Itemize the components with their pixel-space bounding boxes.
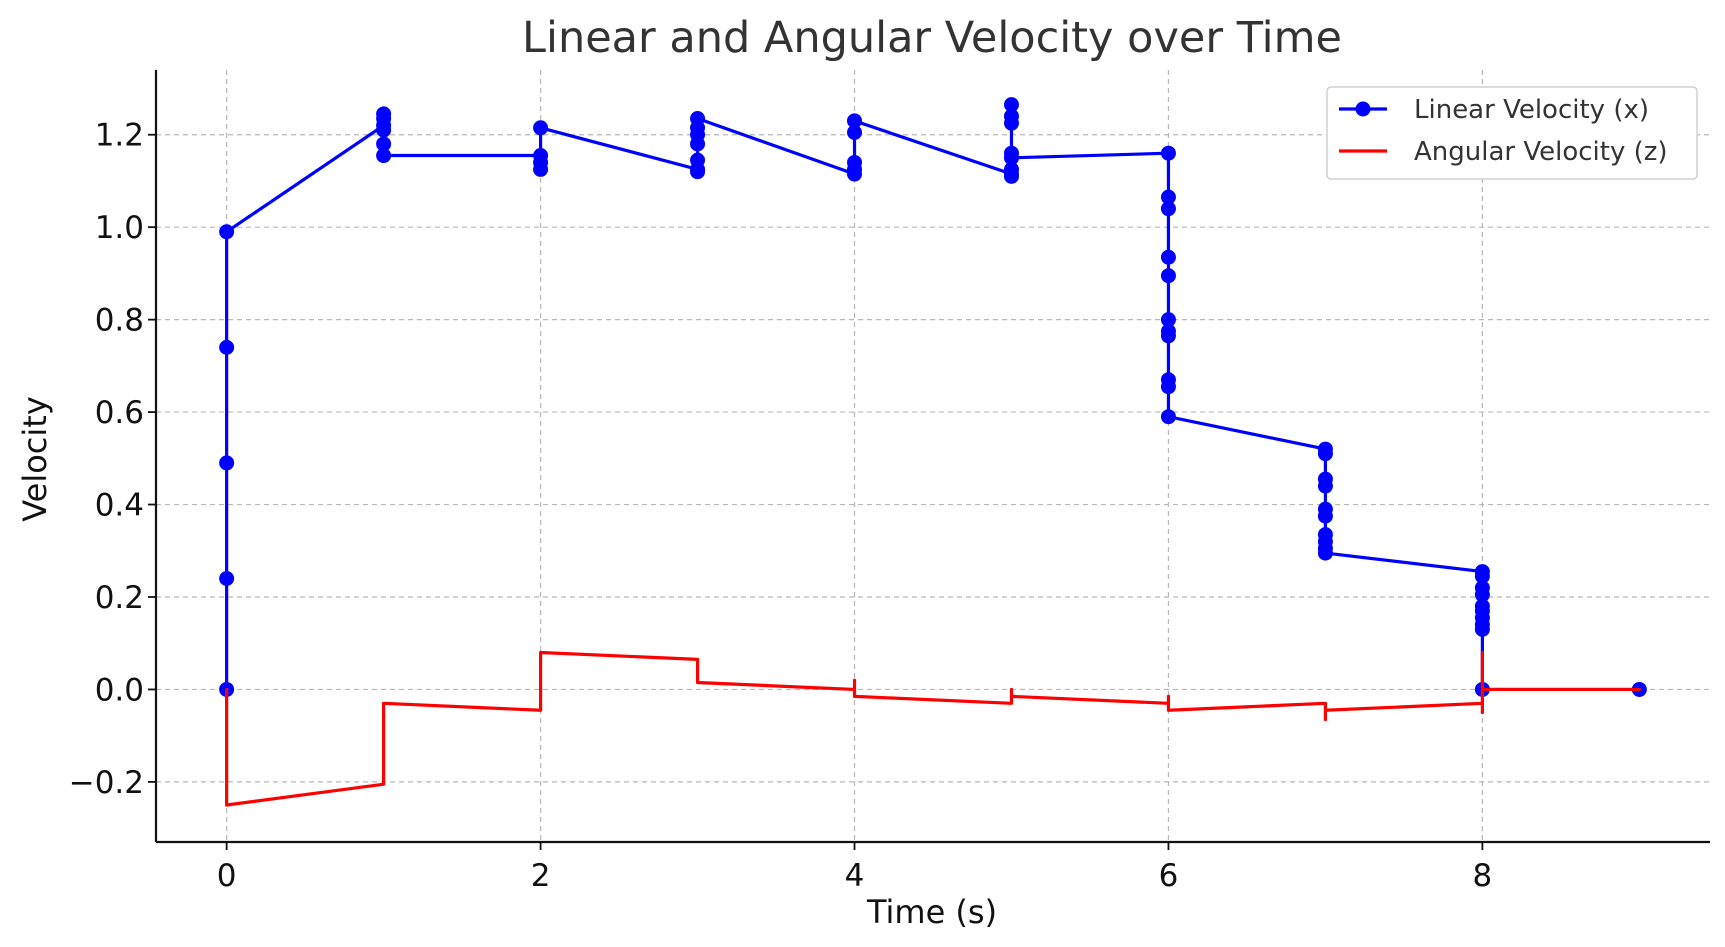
series-line-1 [225,650,1641,807]
series-0-point-2 [219,455,235,471]
series-0-point-24 [847,154,863,170]
series-0-point-59 [1474,587,1490,603]
legend-label-1: Angular Velocity (z) [1414,137,1668,167]
series-0-point-1 [219,571,235,586]
legend-swatch-marker-0 [1355,101,1371,117]
y-axis-label: Velocity [16,396,54,522]
series-0-point-45 [1160,409,1176,425]
series-0-point-51 [1317,508,1333,524]
y-tick-label-4: 0.6 [95,395,144,431]
series-0-point-57 [1474,568,1490,584]
series-0-point-17 [690,152,706,168]
x-tick-label-1: 2 [531,858,551,894]
series-0-point-7 [376,111,392,127]
y-tick-label-5: 0.8 [95,303,144,339]
series-0-point-38 [1160,249,1176,265]
chart-title: Linear and Angular Velocity over Time [522,13,1342,63]
series-0-point-14 [533,120,549,136]
x-tick-label-0: 0 [217,858,237,894]
series-0-point-4 [219,224,235,240]
series-0-point-42 [1160,328,1176,344]
series-0-point-36 [1160,189,1176,205]
y-tick-label-3: 0.4 [95,488,144,524]
legend: Linear Velocity (x) Angular Velocity (z) [1326,86,1698,180]
legend-box [1326,86,1698,180]
series-0-point-44 [1160,379,1176,395]
series-0-point-16 [690,164,706,180]
series-0-point-10 [376,148,392,164]
tick-labels: 0 2 4 6 8 −0.2 0.0 0.2 0.4 0.6 0.8 1.0 1.2 [69,118,1493,894]
y-tick-label-2: 0.2 [95,580,144,616]
y-tick-label-6: 1.0 [95,210,144,246]
series-0-point-26 [847,113,863,129]
series-layer [219,97,1647,807]
series-0-point-21 [690,111,706,127]
series-0-point-35 [1160,145,1176,161]
series-0-point-47 [1317,446,1333,462]
x-axis-label: Time (s) [866,893,997,931]
series-0-point-8 [376,122,392,138]
series-0-point-39 [1160,268,1176,284]
series-0-point-29 [1003,161,1019,177]
y-tick-label-7: 1.2 [95,118,144,154]
series-0-point-13 [533,161,549,177]
series-0-point-55 [1317,545,1333,561]
legend-label-0: Linear Velocity (x) [1414,95,1649,125]
series-0-point-3 [219,339,235,355]
series-0-point-33 [1003,97,1019,113]
series-0-point-49 [1317,478,1333,494]
series-0-point-25 [847,124,863,140]
series-0-point-34 [1003,150,1019,166]
x-tick-label-4: 8 [1473,858,1493,894]
y-tick-label-1: 0.0 [95,672,144,708]
series-0-point-37 [1160,201,1176,217]
series-0-point-64 [1474,621,1490,637]
series-0-point-32 [1003,108,1019,124]
series-0-point-9 [376,136,392,152]
series-0-point-40 [1160,312,1176,328]
axes-layer [148,70,1710,850]
y-tick-label-0: −0.2 [69,765,144,801]
x-tick-label-3: 6 [1159,858,1179,894]
x-tick-label-2: 4 [845,858,865,894]
